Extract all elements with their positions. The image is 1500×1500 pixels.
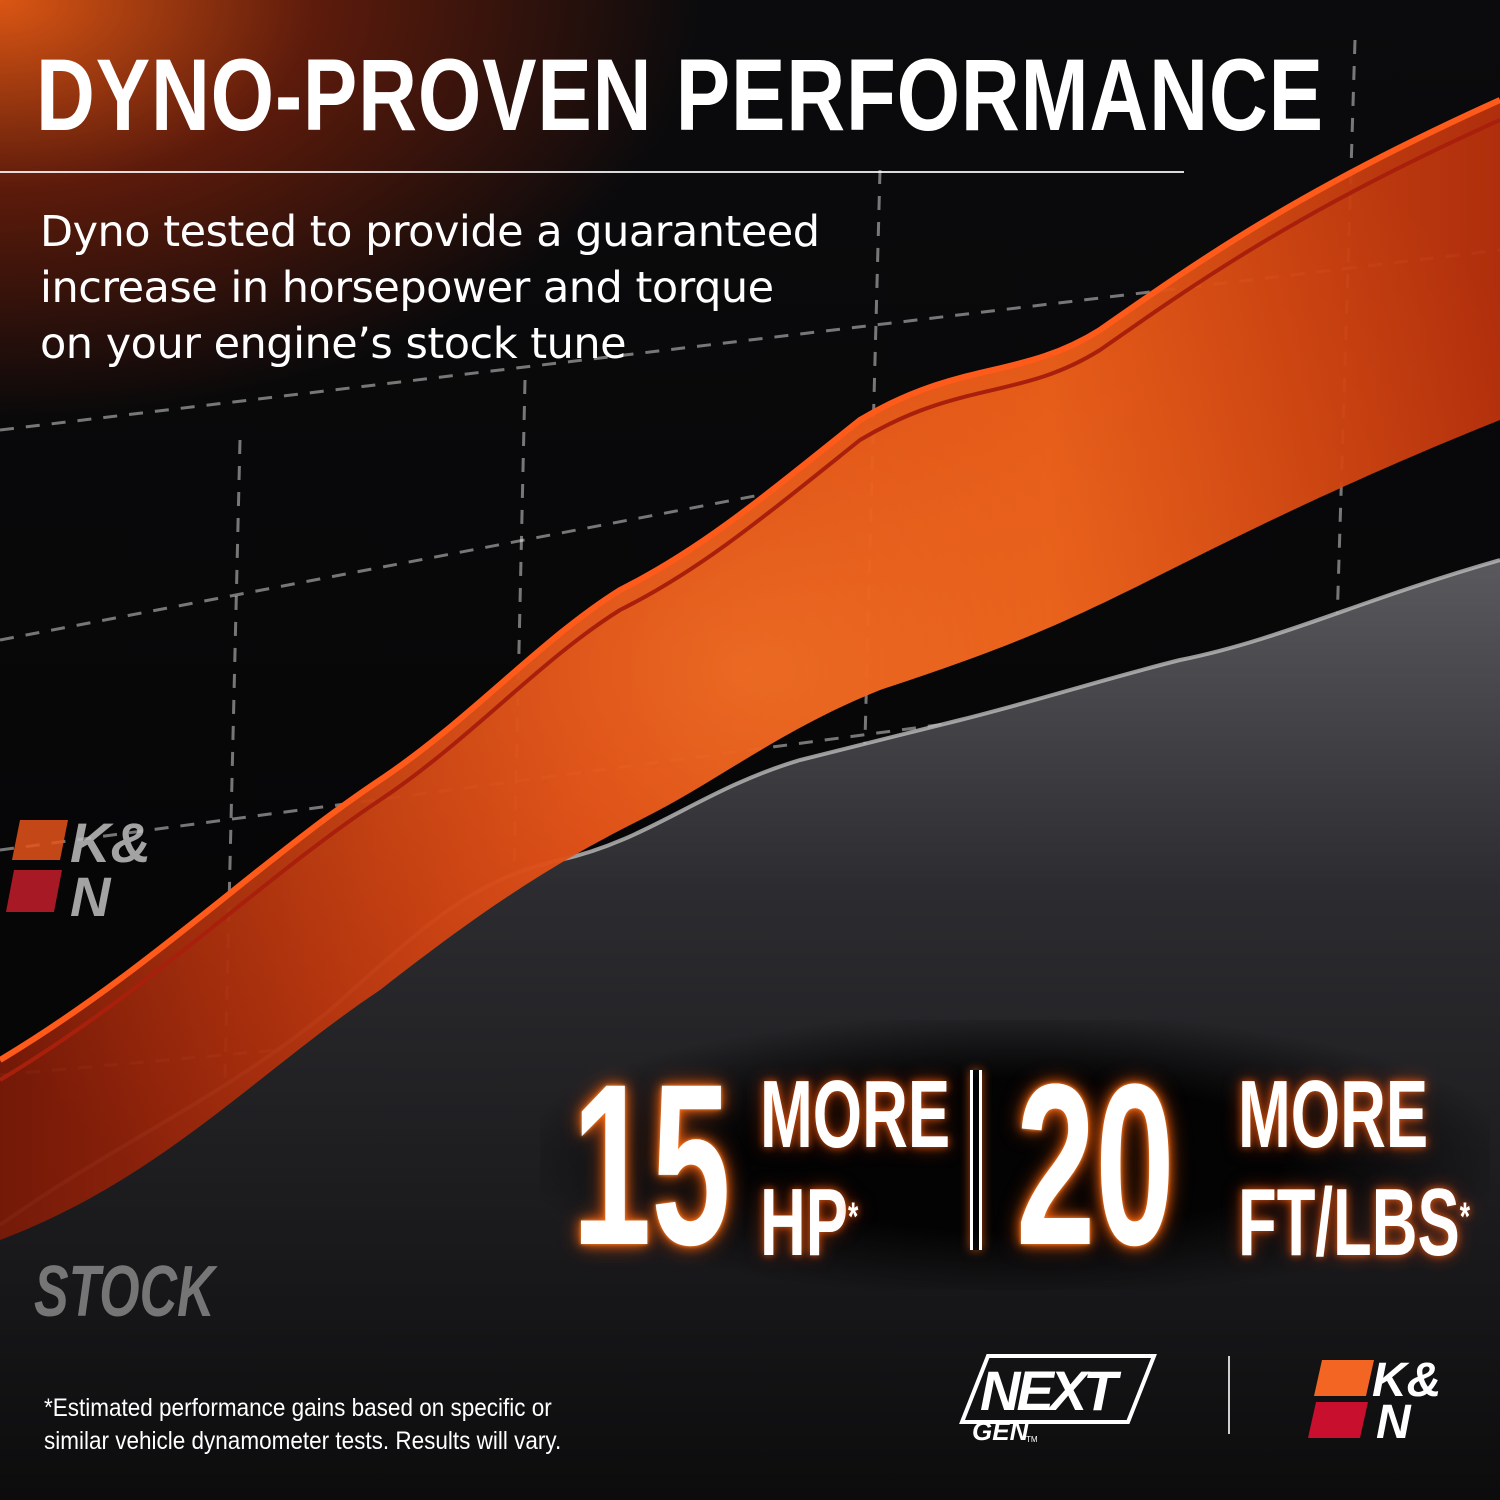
kn-curve-logo: K& N bbox=[6, 812, 151, 927]
torque-asterisk: * bbox=[1459, 1195, 1471, 1239]
subcopy-line: Dyno tested to provide a guaranteed bbox=[40, 207, 820, 257]
headline-rule bbox=[0, 171, 1184, 173]
subcopy-line: on your engine’s stock tune bbox=[40, 319, 627, 369]
disclaimer-line: similar vehicle dynamometer tests. Resul… bbox=[44, 1427, 562, 1455]
torque-line1: MORE bbox=[1238, 1061, 1429, 1168]
hp-line2: HP bbox=[760, 1169, 849, 1276]
nextgen-logo-tm: TM bbox=[1026, 1435, 1038, 1444]
torque-line2: FT/LBS bbox=[1238, 1169, 1460, 1276]
kn-curve-logo-bottom: N bbox=[70, 865, 112, 927]
headline: DYNO-PROVEN PERFORMANCE bbox=[36, 38, 1324, 152]
subcopy-line: increase in horsepower and torque bbox=[40, 263, 774, 313]
stats-panel: 15 MORE HP* 20 MORE FT/LBS* bbox=[540, 1020, 1500, 1300]
kn-logo-top: K& bbox=[1372, 1358, 1441, 1407]
torque-line2-wrap: FT/LBS* bbox=[1238, 1170, 1470, 1276]
logo-divider bbox=[1228, 1356, 1230, 1434]
disclaimer-line: *Estimated performance gains based on sp… bbox=[44, 1394, 552, 1422]
nextgen-logo-top: NEXT bbox=[980, 1359, 1122, 1422]
stock-curve-label: STOCK bbox=[34, 1252, 215, 1332]
torque-number: 20 bbox=[1016, 1036, 1175, 1293]
subcopy: Dyno tested to provide a guaranteed incr… bbox=[40, 204, 820, 372]
kn-curve-logo-top: K& bbox=[70, 812, 151, 874]
stats-backdrop bbox=[540, 1020, 1490, 1290]
kn-logo-bottom: N bbox=[1376, 1396, 1412, 1438]
hp-line1: MORE bbox=[760, 1061, 951, 1168]
nextgen-logo: NEXT GEN TM bbox=[959, 1354, 1157, 1444]
disclaimer: *Estimated performance gains based on sp… bbox=[44, 1392, 562, 1458]
stats-divider bbox=[970, 1070, 982, 1250]
nextgen-logo-bottom: GEN bbox=[972, 1416, 1030, 1444]
kn-logo: K& N bbox=[1308, 1358, 1441, 1438]
hp-asterisk: * bbox=[848, 1195, 859, 1239]
kn-curve-line bbox=[0, 97, 1500, 1063]
hp-number: 15 bbox=[572, 1036, 731, 1293]
hp-line2-wrap: HP* bbox=[760, 1170, 858, 1276]
